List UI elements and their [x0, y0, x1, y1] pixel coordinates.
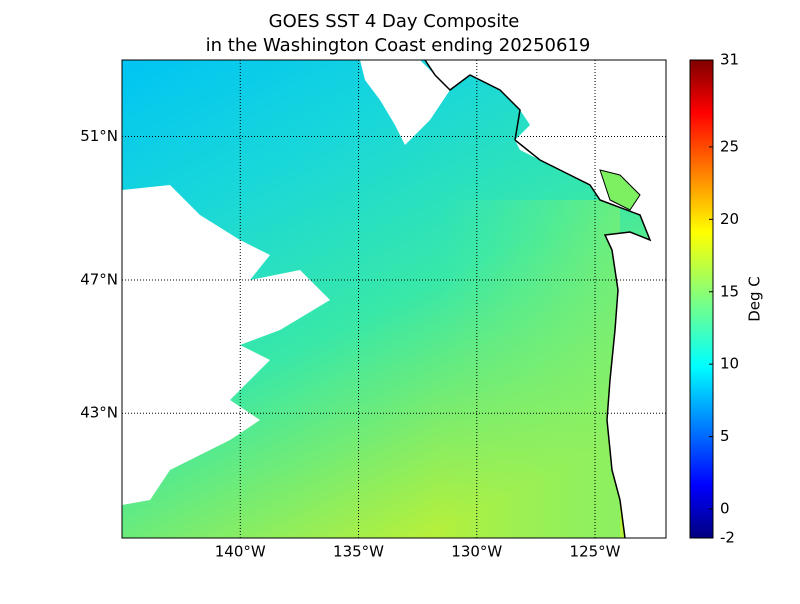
colorbar-tick-label: 25: [720, 137, 739, 155]
map-frame: [121, 59, 667, 539]
title-line: in the Washington Coast ending 20250619: [206, 35, 591, 56]
sst-field: [122, 60, 666, 538]
colorbar-tick-label: 5: [720, 427, 730, 445]
x-tick-label: 125°W: [570, 543, 621, 561]
colorbar-tick-label: 0: [720, 500, 730, 518]
y-tick-label: 43°N: [80, 404, 118, 422]
colorbar-tick-label: -2: [720, 529, 735, 547]
x-tick-label: 135°W: [333, 543, 384, 561]
y-tick-label: 47°N: [80, 271, 118, 289]
x-tick-label: 130°W: [451, 543, 502, 561]
colorbar-tick-label: 20: [720, 210, 739, 228]
x-tick-label: 140°W: [215, 543, 266, 561]
colorbar: [689, 59, 714, 539]
colorbar-tick-label: 31: [720, 51, 739, 69]
colorbar-tick-label: 10: [720, 355, 739, 373]
title-line: GOES SST 4 Day Composite: [269, 11, 520, 32]
colorbar-tick-label: 15: [720, 282, 739, 300]
grid: [122, 60, 666, 538]
colorbar-label: Deg C: [746, 276, 764, 322]
y-tick-label: 51°N: [80, 127, 118, 145]
